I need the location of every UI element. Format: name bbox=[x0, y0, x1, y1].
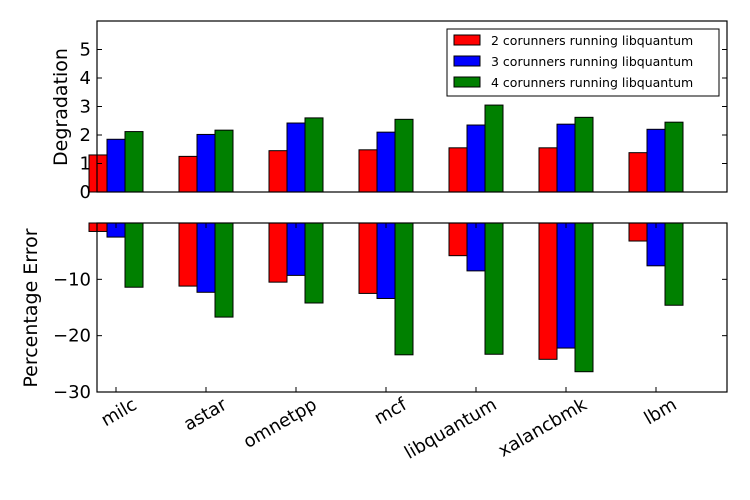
degradation-ylabel: Degradation bbox=[50, 48, 72, 166]
degradation-bars bbox=[88, 104, 684, 193]
error-ytick-label: −20 bbox=[53, 326, 91, 347]
legend-label-series-3: 4 corunners running libquantum bbox=[491, 75, 693, 90]
degradation-bar-milc-series-1 bbox=[88, 154, 108, 193]
error-bar-omnetpp-series-2 bbox=[286, 222, 306, 276]
error-bar-mcf-series-3 bbox=[394, 222, 414, 356]
degradation-ytick-label: 3 bbox=[80, 97, 91, 118]
degradation-ytick-label: 0 bbox=[80, 182, 91, 203]
xtick-label-astar: astar bbox=[180, 394, 231, 435]
degradation-bar-mcf-series-3 bbox=[394, 118, 414, 193]
error-bar-omnetpp-series-3 bbox=[304, 222, 324, 304]
degradation-ytick-label: 1 bbox=[80, 154, 91, 175]
degradation-bar-xalancbmk-series-1 bbox=[538, 147, 558, 193]
error-bar-xalancbmk-series-1 bbox=[538, 222, 558, 360]
percentage-error-panel: −30 −20 −10 Percentage Error milc astar omne… bbox=[20, 222, 728, 464]
degradation-bar-xalancbmk-series-3 bbox=[574, 116, 594, 193]
legend: 2 corunners running libquantum 3 corunner… bbox=[446, 28, 720, 97]
degradation-ytick-label: 2 bbox=[80, 125, 91, 146]
degradation-bar-xalancbmk-series-2 bbox=[556, 123, 576, 193]
legend-box bbox=[446, 28, 720, 97]
error-bar-astar-series-3 bbox=[214, 222, 234, 318]
error-bar-astar-series-2 bbox=[196, 222, 216, 293]
xtick-label-mcf: mcf bbox=[371, 394, 411, 429]
degradation-yticks: 0 1 2 3 4 5 bbox=[80, 40, 727, 203]
error-bar-lbm-series-1 bbox=[628, 222, 648, 242]
percentage-error-axes-frame bbox=[96, 222, 728, 393]
xtick-label-lbm: lbm bbox=[641, 394, 681, 429]
xtick-label-omnetpp: omnetpp bbox=[240, 394, 321, 453]
error-bar-mcf-series-1 bbox=[358, 222, 378, 294]
legend-swatch-series-1 bbox=[453, 34, 481, 46]
degradation-bar-libquantum-series-2 bbox=[466, 124, 486, 193]
error-bar-milc-series-1 bbox=[88, 222, 108, 232]
degradation-bar-lbm-series-1 bbox=[628, 152, 648, 193]
degradation-panel: 0 1 2 3 4 5 Degradation 2 corunners running l… bbox=[50, 20, 728, 203]
degradation-ytick-label: 4 bbox=[80, 68, 91, 89]
legend-swatch-series-3 bbox=[453, 76, 481, 88]
degradation-bar-milc-series-2 bbox=[106, 138, 126, 193]
error-bar-lbm-series-3 bbox=[664, 222, 684, 306]
error-bar-astar-series-1 bbox=[178, 222, 198, 287]
xtick-label-libquantum: libquantum bbox=[401, 394, 500, 464]
xtick-label-milc: milc bbox=[98, 394, 141, 431]
degradation-bar-omnetpp-series-1 bbox=[268, 150, 288, 193]
degradation-bar-milc-series-3 bbox=[124, 131, 144, 193]
degradation-bar-libquantum-series-1 bbox=[448, 147, 468, 193]
error-bar-xalancbmk-series-2 bbox=[556, 222, 576, 349]
degradation-bar-astar-series-3 bbox=[214, 129, 234, 193]
degradation-bar-libquantum-series-3 bbox=[484, 104, 504, 193]
degradation-ytick-label: 5 bbox=[80, 40, 91, 61]
error-bar-libquantum-series-2 bbox=[466, 222, 486, 272]
degradation-bar-astar-series-1 bbox=[178, 155, 198, 193]
legend-label-series-2: 3 corunners running libquantum bbox=[491, 54, 693, 69]
error-ytick-label: −30 bbox=[53, 382, 91, 403]
degradation-bar-lbm-series-3 bbox=[664, 121, 684, 193]
error-bar-libquantum-series-3 bbox=[484, 222, 504, 355]
error-bar-milc-series-3 bbox=[124, 222, 144, 288]
degradation-bar-mcf-series-2 bbox=[376, 131, 396, 193]
error-ytick-label: −10 bbox=[53, 269, 91, 290]
legend-label-series-1: 2 corunners running libquantum bbox=[491, 33, 693, 48]
error-bar-lbm-series-2 bbox=[646, 222, 666, 267]
degradation-bar-mcf-series-1 bbox=[358, 149, 378, 193]
degradation-bar-omnetpp-series-2 bbox=[286, 122, 306, 193]
percentage-error-yticks: −30 −20 −10 bbox=[53, 269, 727, 403]
error-bar-libquantum-series-1 bbox=[448, 222, 468, 257]
error-bar-xalancbmk-series-3 bbox=[574, 222, 594, 373]
percentage-error-ylabel: Percentage Error bbox=[20, 228, 42, 387]
degradation-bar-lbm-series-2 bbox=[646, 128, 666, 193]
legend-swatch-series-2 bbox=[453, 55, 481, 67]
xtick-label-xalancbmk: xalancbmk bbox=[495, 394, 591, 462]
percentage-error-bars bbox=[88, 222, 684, 373]
error-bar-omnetpp-series-1 bbox=[268, 222, 288, 283]
degradation-bar-astar-series-2 bbox=[196, 133, 216, 193]
degradation-bar-omnetpp-series-3 bbox=[304, 117, 324, 193]
error-bar-mcf-series-2 bbox=[376, 222, 396, 299]
